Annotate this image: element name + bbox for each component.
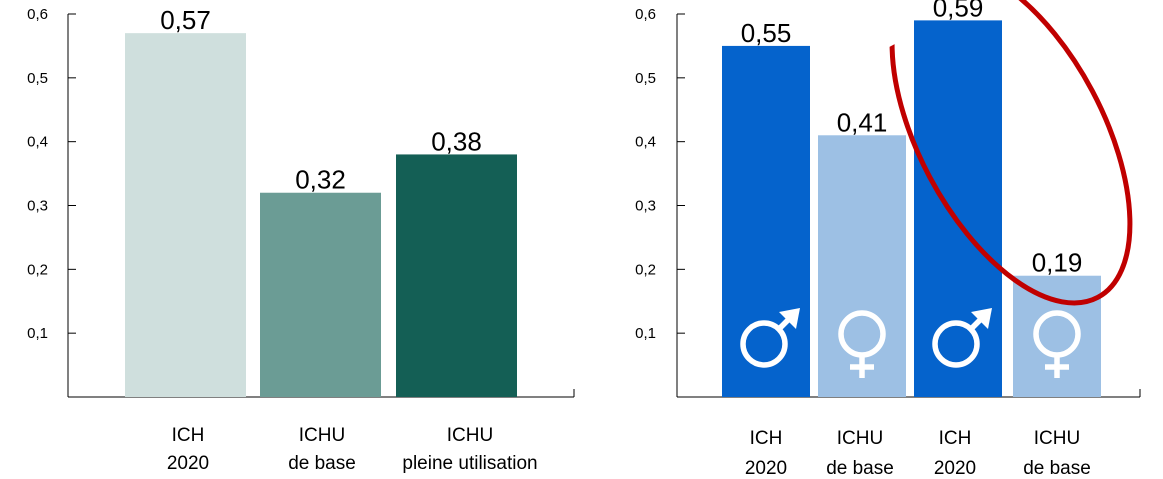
x-category-label: ICHU: [447, 425, 493, 446]
y-tick-label: 0,1: [635, 325, 656, 342]
y-tick-label: 0,3: [635, 198, 656, 215]
bar-value-label: 0,32: [295, 165, 346, 195]
x-category-label: ICHU: [837, 428, 883, 449]
male-symbol-icon: [932, 308, 992, 368]
bar-value-label: 0,38: [431, 126, 482, 156]
x-category-label: 2020: [745, 458, 787, 479]
bar-value-label: 0,57: [160, 5, 211, 35]
x-category-label: ICH: [172, 425, 205, 446]
x-category-label: de base: [1023, 458, 1091, 479]
y-tick-label: 0,2: [27, 261, 48, 278]
x-category-label: ICH: [750, 428, 783, 449]
bar-value-label: 0,59: [933, 0, 984, 22]
female-symbol-icon: [838, 310, 886, 378]
bar: [722, 45, 810, 398]
highlight-ellipse: [889, 0, 1133, 306]
bar: [396, 154, 517, 397]
y-tick-label: 0,2: [635, 261, 656, 278]
bar: [260, 192, 381, 397]
y-tick-label: 0,1: [27, 325, 48, 342]
left-bar-chart: 0,1 0,2 0,3 0,4 0,5 0,6 0,57 0,32 0,38 ICH 2020 ICH…: [27, 5, 575, 474]
female-symbol-icon: [1033, 310, 1081, 378]
bar-value-label: 0,41: [837, 107, 888, 137]
male-symbol-icon: [740, 308, 800, 368]
bar-value-label: 0,55: [741, 18, 792, 48]
y-tick-label: 0,5: [27, 70, 48, 87]
bar-value-label: 0,19: [1032, 248, 1083, 278]
bar: [125, 33, 246, 398]
x-category-label: ICHU: [299, 425, 345, 446]
right-bar-chart: 0,1 0,2 0,3 0,4 0,5 0,6 0,55 0,41 0,59 0,19 ICH 202…: [635, 0, 1141, 479]
bar: [1013, 275, 1101, 397]
x-category-label: pleine utilisation: [402, 453, 537, 474]
x-category-label: 2020: [167, 453, 209, 474]
y-tick-label: 0,5: [635, 70, 656, 87]
bar: [914, 20, 1002, 398]
x-category-label: ICHU: [1034, 428, 1080, 449]
y-tick-label: 0,4: [635, 134, 656, 151]
y-tick-label: 0,6: [635, 6, 656, 23]
x-category-label: ICH: [939, 428, 972, 449]
y-tick-label: 0,4: [27, 134, 48, 151]
y-tick-label: 0,3: [27, 198, 48, 215]
x-category-label: 2020: [934, 458, 976, 479]
y-tick-label: 0,6: [27, 6, 48, 23]
x-category-label: de base: [288, 453, 356, 474]
x-category-label: de base: [826, 458, 894, 479]
